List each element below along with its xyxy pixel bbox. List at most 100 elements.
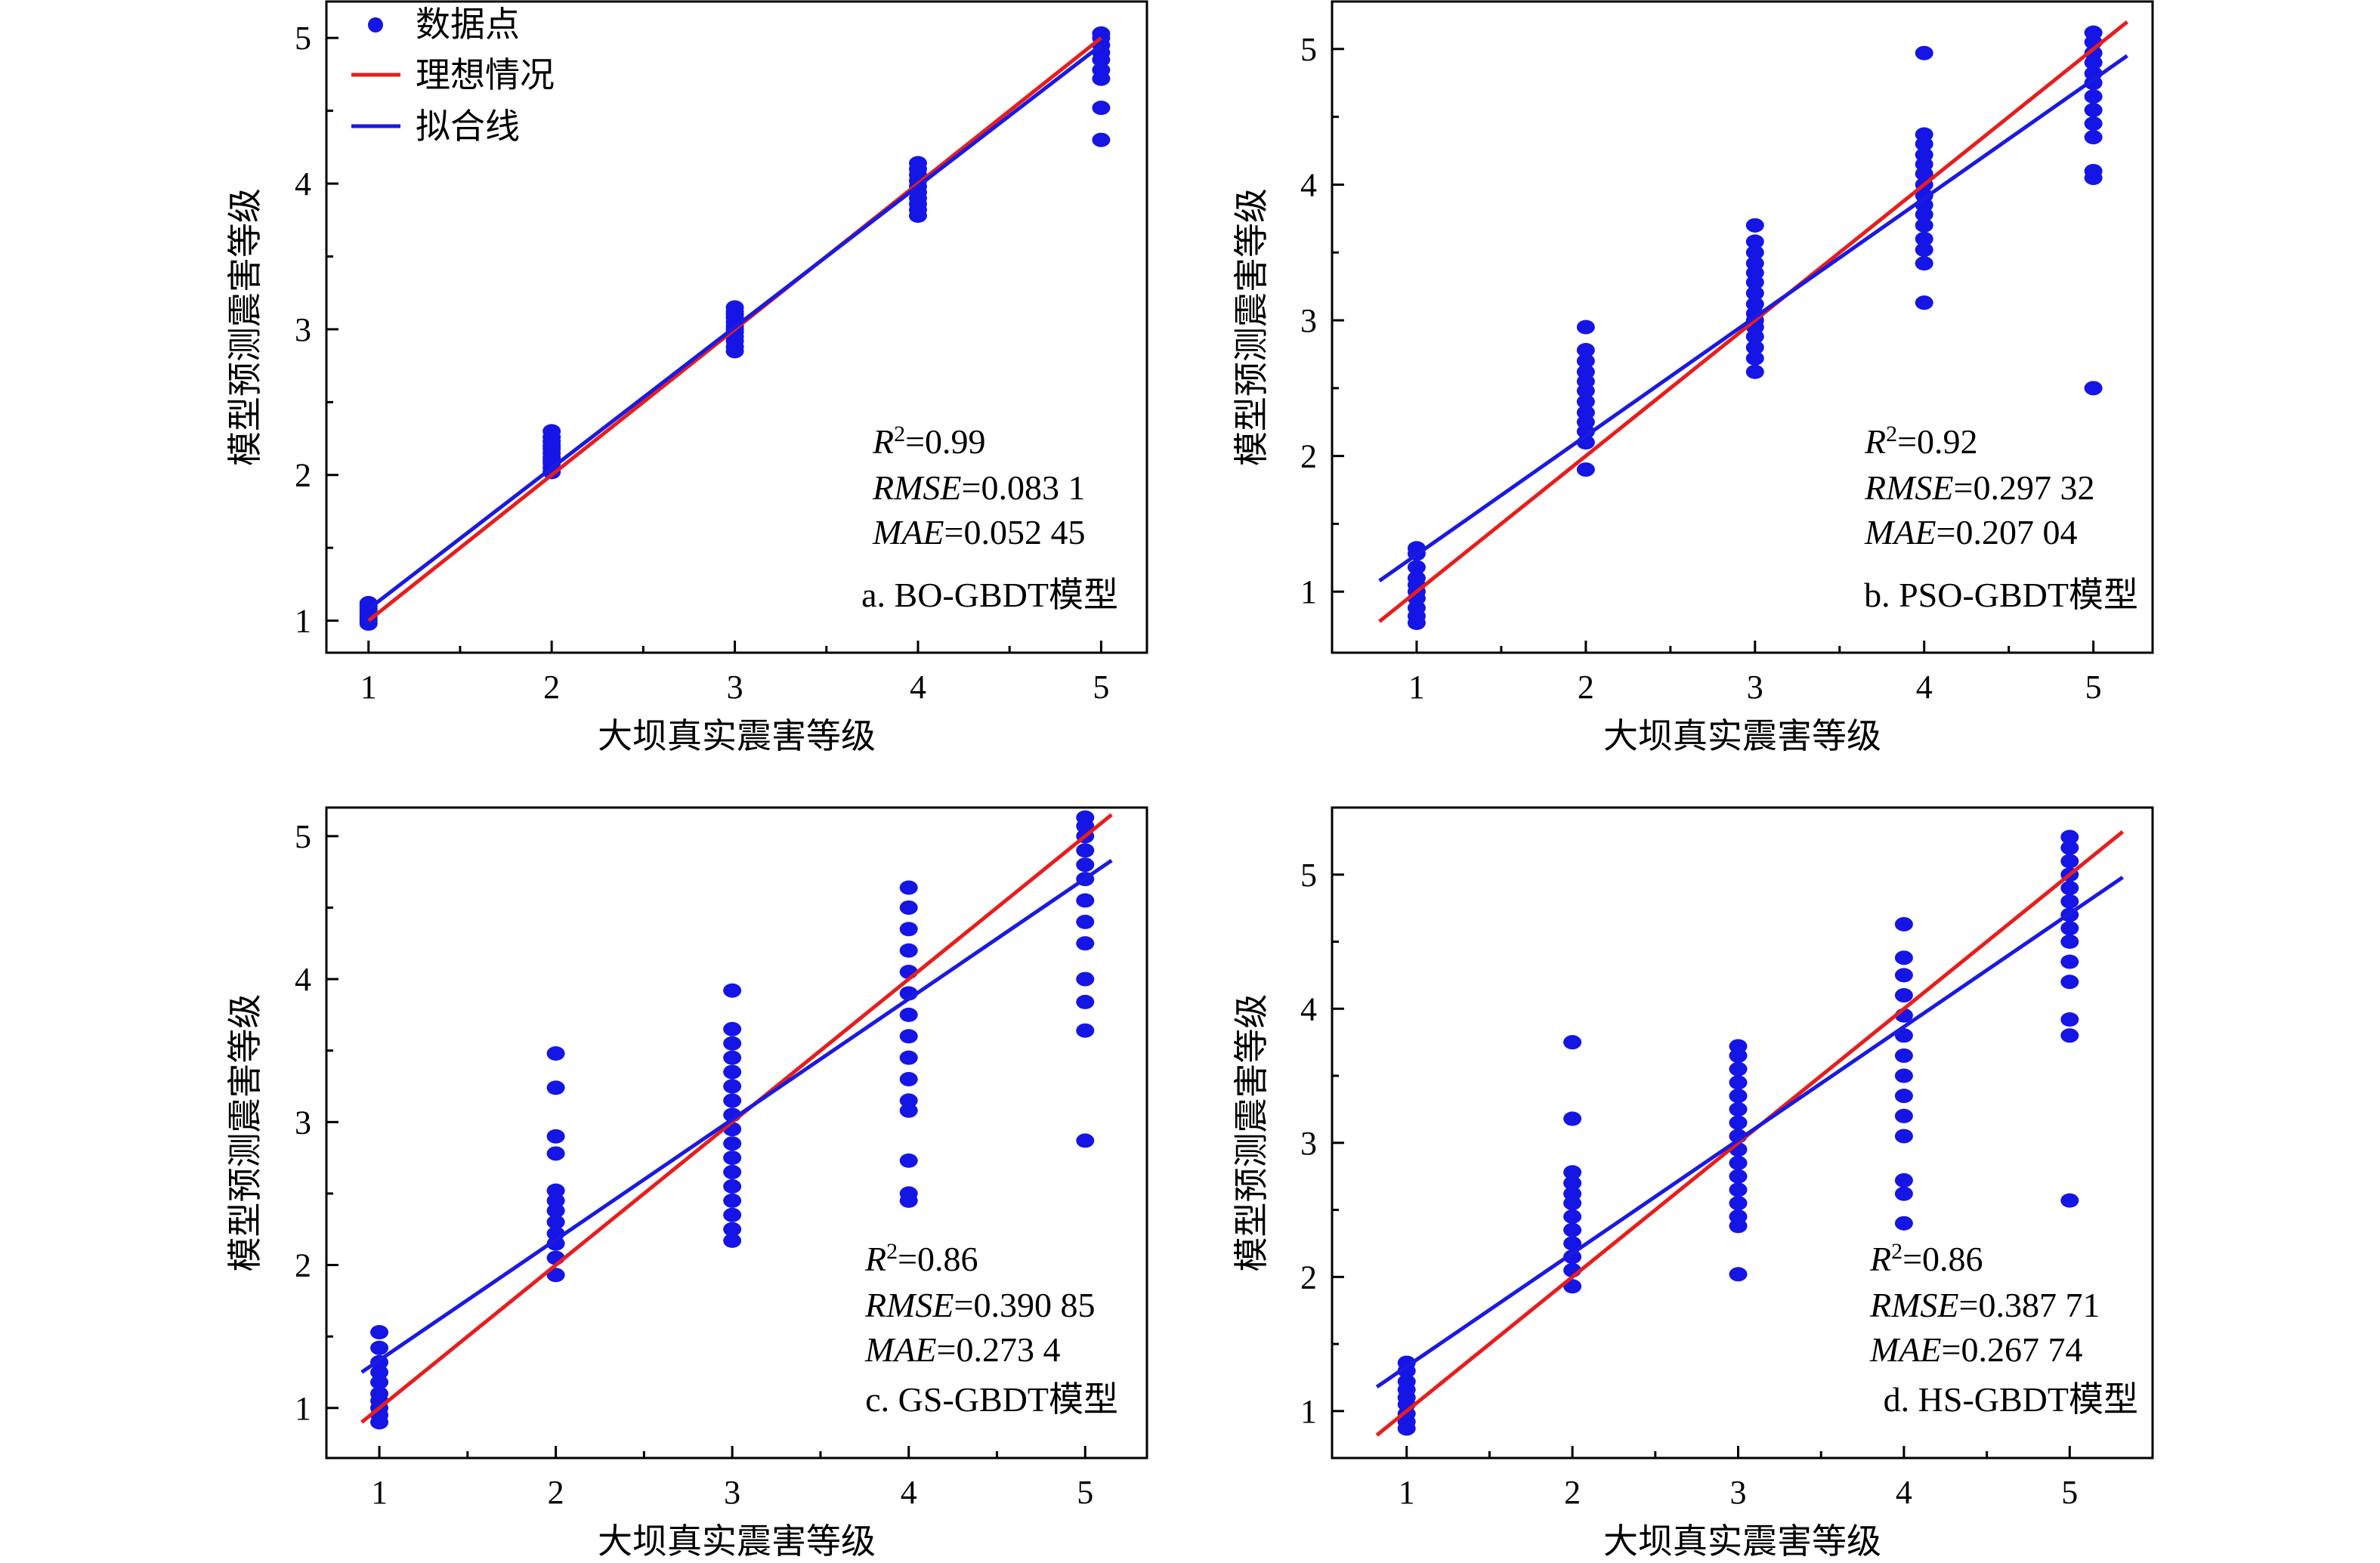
data-point	[1915, 256, 1933, 271]
fit-line	[367, 43, 1102, 611]
data-point	[723, 1193, 742, 1208]
y-tick-label: 1	[295, 603, 311, 640]
y-tick-label: 5	[1300, 857, 1317, 894]
data-point	[1563, 1209, 1582, 1224]
data-point	[546, 1236, 565, 1251]
y-tick-label: 2	[1300, 1259, 1317, 1296]
data-point	[546, 1129, 565, 1144]
fit-line	[1378, 54, 2128, 582]
data-point	[2060, 921, 2079, 936]
data-point	[1729, 1061, 1748, 1076]
data-point	[723, 1165, 742, 1180]
data-point	[1729, 1039, 1748, 1054]
data-point	[1576, 364, 1595, 379]
data-point	[2060, 881, 2079, 896]
x-tick-label: 4	[901, 1474, 917, 1511]
data-point	[1076, 1133, 1095, 1148]
plot-frame	[1331, 806, 2154, 1460]
data-point	[2060, 894, 2079, 909]
x-tick-label: 5	[1077, 1474, 1093, 1511]
r2-annotation: R2=0.99	[872, 422, 986, 462]
plot-frame	[325, 0, 1148, 654]
data-point	[1397, 1374, 1416, 1389]
mae-annotation: MAE=0.273 4	[864, 1330, 1060, 1369]
y-tick-label: 5	[295, 818, 311, 855]
data-point	[1092, 100, 1111, 116]
data-point	[899, 943, 918, 958]
data-point	[2084, 89, 2103, 104]
data-point	[1915, 242, 1933, 258]
legend-fit-label: 拟合线	[416, 106, 520, 147]
data-point	[723, 1233, 742, 1248]
data-point	[899, 1093, 918, 1108]
data-point	[1407, 570, 1426, 585]
data-point	[1729, 1267, 1748, 1282]
data-point	[1729, 1075, 1748, 1090]
data-point	[1894, 1108, 1913, 1123]
rmse-annotation: RMSE=0.083 1	[872, 468, 1085, 507]
x-tick-label: 4	[1916, 669, 1933, 706]
data-point	[1563, 1175, 1582, 1191]
data-point	[1745, 340, 1764, 355]
legend-points-label: 数据点	[416, 4, 520, 45]
y-tick-label: 4	[1300, 166, 1317, 203]
data-point	[1729, 1155, 1748, 1170]
data-point	[1915, 295, 1933, 310]
x-tick-label: 1	[1408, 669, 1425, 706]
data-point	[1076, 843, 1095, 858]
y-tick-label: 4	[1300, 990, 1317, 1027]
data-point	[1915, 188, 1933, 203]
panel-label: c. GS-GBDT模型	[865, 1380, 1118, 1419]
data-point	[1563, 1236, 1582, 1251]
mae-annotation: MAE=0.052 45	[872, 513, 1085, 551]
data-point	[1915, 231, 1933, 246]
data-point	[1745, 218, 1764, 233]
data-point	[2084, 130, 2103, 145]
data-point	[1076, 994, 1095, 1009]
y-axis-label: 模型预测震害等级	[1231, 188, 1272, 466]
y-tick-label: 5	[1300, 31, 1317, 68]
x-axis-label: 大坝真实震害等级	[598, 715, 876, 756]
panel-label: b. PSO-GBDT模型	[1864, 576, 2138, 614]
data-point	[2060, 829, 2079, 845]
data-point	[899, 1029, 918, 1044]
data-point	[1729, 1209, 1748, 1224]
data-point	[1894, 1186, 1913, 1201]
y-tick-label: 2	[295, 1247, 311, 1284]
data-point	[2060, 934, 2079, 950]
data-point	[1894, 916, 1913, 931]
rmse-annotation: RMSE=0.390 85	[864, 1286, 1095, 1324]
data-point	[546, 1203, 565, 1219]
data-point	[723, 1093, 742, 1108]
ideal-line	[1378, 20, 2128, 623]
panel-label: d. HS-GBDT模型	[1884, 1380, 2138, 1419]
data-point	[2084, 381, 2103, 396]
data-point	[546, 1183, 565, 1198]
x-axis-label: 大坝真实震害等级	[598, 1521, 876, 1561]
x-tick-label: 1	[371, 1474, 388, 1511]
data-point	[723, 1036, 742, 1051]
data-point	[1894, 950, 1913, 965]
data-point	[1563, 1165, 1582, 1180]
data-point	[542, 424, 561, 439]
data-point	[370, 1340, 389, 1355]
data-point	[723, 1151, 742, 1166]
data-point	[899, 1186, 918, 1201]
data-point	[1397, 1355, 1416, 1370]
data-point	[1745, 245, 1764, 260]
x-tick-label: 5	[1093, 669, 1109, 706]
y-tick-label: 3	[1300, 1125, 1317, 1162]
data-point	[1576, 405, 1595, 420]
x-tick-label: 2	[548, 1474, 564, 1511]
data-point	[723, 1064, 742, 1080]
data-point	[899, 1072, 918, 1087]
x-tick-label: 2	[1564, 1474, 1581, 1511]
data-point	[2084, 163, 2103, 178]
rmse-annotation: RMSE=0.297 32	[1864, 468, 2094, 507]
x-tick-label: 4	[910, 669, 926, 706]
data-point	[2060, 1012, 2079, 1027]
y-tick-label: 1	[295, 1390, 311, 1427]
data-point	[723, 1136, 742, 1151]
data-point	[1894, 1173, 1913, 1188]
